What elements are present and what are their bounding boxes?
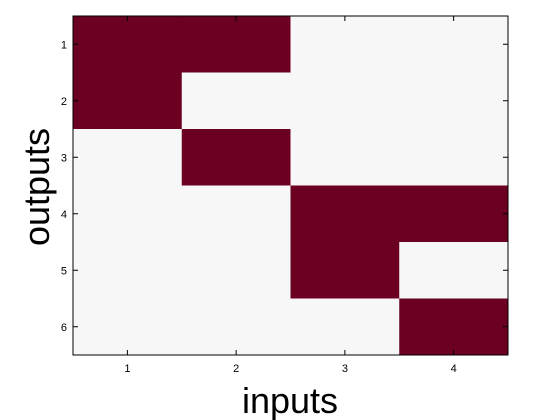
heatmap-cell-r1-c3 (290, 16, 400, 73)
x-tick-label: 4 (451, 363, 457, 375)
y-tick-label: 1 (61, 39, 67, 51)
heatmap-cell-r3-c1 (73, 129, 183, 186)
x-axis-label: inputs (242, 380, 338, 420)
heatmap-cell-r2-c3 (290, 72, 400, 130)
heatmap-cell-r5-c1 (73, 242, 183, 299)
heatmap-cell-r2-c4 (399, 72, 509, 130)
heatmap-cell-r3-c3 (290, 129, 400, 186)
heatmap-cells (73, 16, 509, 356)
heatmap-cell-r6-c3 (290, 298, 400, 356)
heatmap-cell-r1-c4 (399, 16, 509, 73)
x-axis-ticks: 1 2 3 4 (124, 16, 457, 375)
heatmap-cell-r4-c4 (399, 185, 509, 243)
heatmap-cell-r6-c4 (399, 298, 509, 356)
heatmap-cell-r4-c3 (290, 185, 400, 243)
plot-frame (72, 15, 509, 356)
x-tick-label: 1 (124, 363, 130, 375)
heatmap-cell-r5-c3 (290, 242, 400, 299)
heatmap-cell-r3-c4 (399, 129, 509, 186)
heatmap-cell-r4-c1 (73, 185, 183, 243)
x-tick-label: 3 (342, 363, 348, 375)
heatmap-cell-r5-c4 (399, 242, 509, 299)
y-axis-ticks: 1 2 3 4 5 6 (61, 39, 508, 334)
heatmap-cell-r1-c1 (73, 16, 183, 73)
heatmap-cell-r5-c2 (181, 242, 291, 299)
heatmap-cell-r2-c2 (181, 72, 291, 130)
heatmap-cell-r3-c2 (181, 129, 291, 186)
heatmap-cell-r2-c1 (73, 72, 183, 130)
x-tick-label: 2 (233, 363, 239, 375)
heatmap-cell-r1-c2 (181, 16, 291, 73)
heatmap-cell-r6-c1 (73, 298, 183, 356)
y-tick-label: 5 (61, 265, 67, 277)
heatmap-cell-r4-c2 (181, 185, 291, 243)
y-axis-label: outputs (16, 128, 57, 246)
y-tick-label: 6 (61, 322, 67, 334)
y-tick-label: 3 (61, 152, 67, 164)
y-tick-label: 2 (61, 96, 67, 108)
y-tick-label: 4 (61, 209, 67, 221)
heatmap-cell-r6-c2 (181, 298, 291, 356)
